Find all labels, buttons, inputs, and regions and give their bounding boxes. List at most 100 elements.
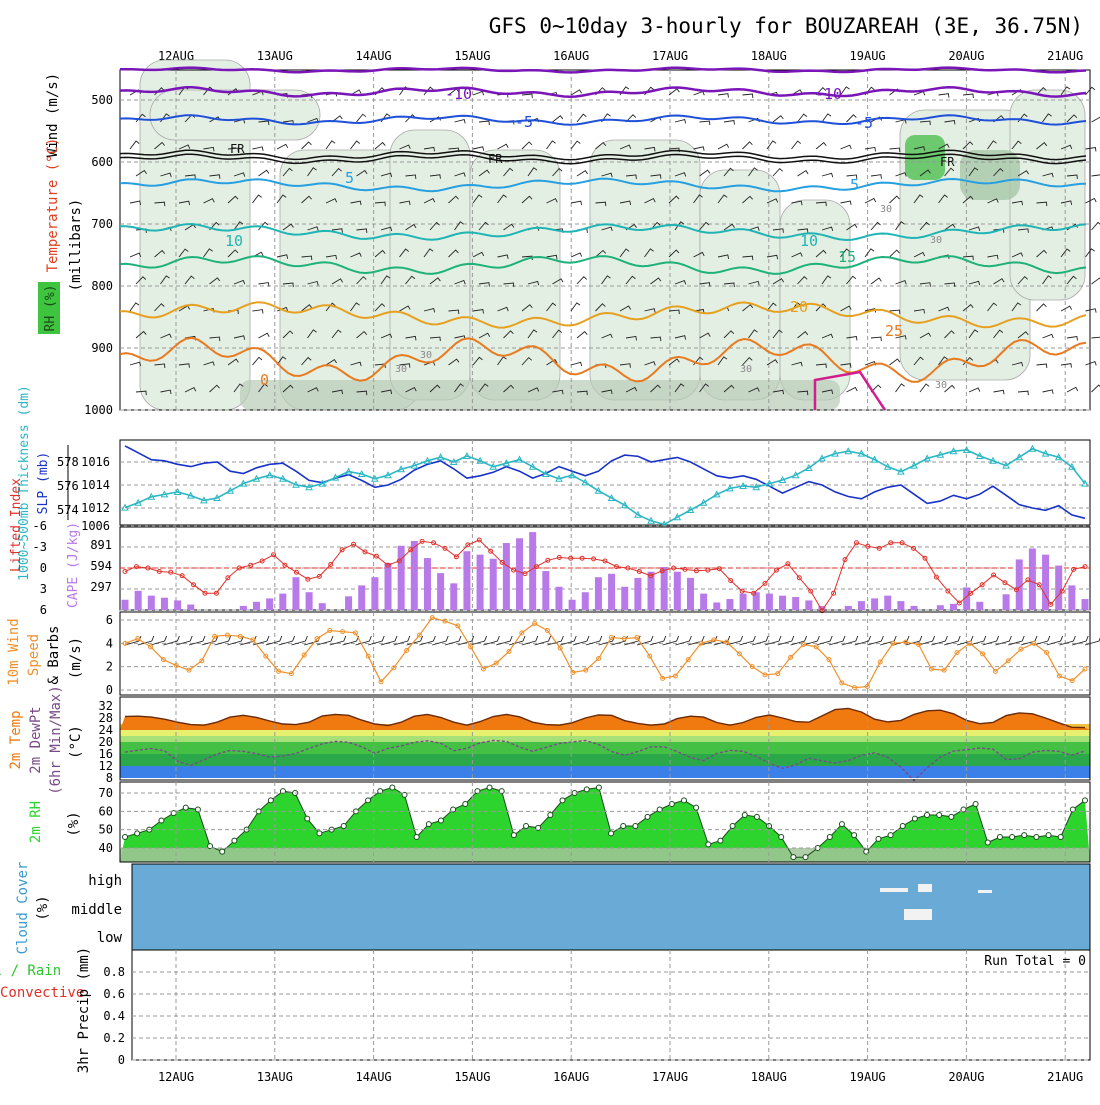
rh2m-point xyxy=(718,838,723,843)
rh2m-point xyxy=(694,805,699,810)
rh2m-point xyxy=(779,835,784,840)
wind-barb xyxy=(865,147,875,151)
wind-barb xyxy=(871,337,881,341)
date-label-bottom: 12AUG xyxy=(158,1070,194,1084)
wind-barb xyxy=(577,332,587,338)
wind-barb xyxy=(1018,391,1028,395)
rh2m-point xyxy=(681,798,686,803)
contour-label: -5 xyxy=(855,114,873,132)
precip-tick: 0.8 xyxy=(103,965,125,979)
temperature-tick: 20 xyxy=(99,735,113,749)
date-label-bottom: 21AUG xyxy=(1047,1070,1083,1084)
rh2m-point xyxy=(524,824,529,829)
rh2m-point xyxy=(997,835,1002,840)
wind-barb xyxy=(130,303,139,311)
wind-barb xyxy=(455,120,466,124)
wind10-axis-label: 10m Wind xyxy=(6,618,22,685)
cape-bar xyxy=(713,602,720,610)
rh2m-point xyxy=(426,822,431,827)
cape-bar xyxy=(582,592,589,610)
rh2m-point xyxy=(159,818,164,823)
rh-contour-label: 30 xyxy=(930,235,942,246)
cape-bar xyxy=(437,573,444,610)
wind-barb xyxy=(479,121,489,125)
wind-barb xyxy=(1043,390,1054,394)
cape-bar xyxy=(976,602,983,610)
rh2m-point xyxy=(1034,835,1039,840)
rh2m-point xyxy=(317,831,322,836)
cape-bar xyxy=(371,577,378,610)
wind-barb xyxy=(253,195,262,203)
cape-bar xyxy=(385,563,392,610)
rh2m-point xyxy=(232,838,237,843)
wind-barb xyxy=(841,201,852,205)
rh2m-base-band xyxy=(120,848,1090,862)
wind-barb xyxy=(871,278,881,284)
rh2m-point xyxy=(621,824,626,829)
wind-barb xyxy=(718,94,728,98)
rh2m-point xyxy=(900,824,905,829)
wind-barb xyxy=(253,357,262,365)
rh-contour-label: 30 xyxy=(420,350,432,361)
rh2m-point xyxy=(463,802,468,807)
cape-bar xyxy=(135,591,142,610)
rh2m-point xyxy=(645,814,650,819)
wind-barb xyxy=(302,142,312,149)
cape-bar xyxy=(937,605,944,610)
slp-tick: 1006 xyxy=(81,519,110,533)
wind-tick: 6 xyxy=(106,613,113,627)
date-label-bottom: 17AUG xyxy=(652,1070,688,1084)
rh2m-point xyxy=(366,798,371,803)
wind-barb xyxy=(1092,278,1100,284)
cape-bar xyxy=(700,594,707,610)
wind-barb xyxy=(577,171,588,176)
cape-bar xyxy=(266,598,273,610)
wind-barb xyxy=(259,170,269,176)
rh2m-point xyxy=(803,855,808,860)
rh2m-tick: 50 xyxy=(99,823,113,837)
rh2m-point xyxy=(937,813,942,818)
rh2m-point xyxy=(1010,835,1015,840)
cape-bar xyxy=(187,605,194,610)
wind-barb xyxy=(1092,337,1100,341)
rh2m-point xyxy=(730,824,735,829)
cape-bar xyxy=(450,583,457,610)
cloud-level-label: low xyxy=(97,930,123,946)
wind-barb xyxy=(798,171,809,176)
wind-barb xyxy=(675,120,686,124)
wind-barb xyxy=(253,147,264,151)
temperature-tick: 12 xyxy=(99,759,113,773)
wind-speed-line xyxy=(125,618,1085,688)
rh2m-point xyxy=(438,818,443,823)
cape-bar xyxy=(674,572,681,610)
rh2m-tick: 70 xyxy=(99,786,113,800)
cape-bar xyxy=(345,596,352,610)
wind-barb xyxy=(1067,337,1077,341)
wind-barb xyxy=(1086,148,1096,152)
cape-bar xyxy=(726,599,733,610)
wind-barb xyxy=(994,390,1005,394)
wind-barb xyxy=(694,92,705,96)
wind-barb xyxy=(577,277,587,284)
cape-tick: 891 xyxy=(90,538,112,552)
cape-bar xyxy=(240,606,247,610)
rh2m-point xyxy=(754,814,759,819)
temperature-tick: 8 xyxy=(106,771,113,785)
rh-contour-label: 30 xyxy=(880,204,892,215)
rh2m-point xyxy=(791,855,796,860)
wind-barb xyxy=(865,199,876,203)
rh2m-tick: 40 xyxy=(99,841,113,855)
cape-bar xyxy=(740,594,747,610)
freezing-level-label: FR xyxy=(940,155,955,169)
rh2m-point xyxy=(548,813,553,818)
cape-bar xyxy=(634,578,641,610)
cloud-level-label: middle xyxy=(71,902,122,918)
cape-bar xyxy=(148,596,155,610)
wind-barb xyxy=(1086,198,1097,203)
freezing-level-label: FR xyxy=(230,142,245,156)
cape-bar xyxy=(490,559,497,610)
rh2m-point xyxy=(1083,798,1088,803)
wind-barb xyxy=(259,333,270,338)
contour-label: 5 xyxy=(345,169,354,187)
wind-barb xyxy=(1086,362,1097,366)
